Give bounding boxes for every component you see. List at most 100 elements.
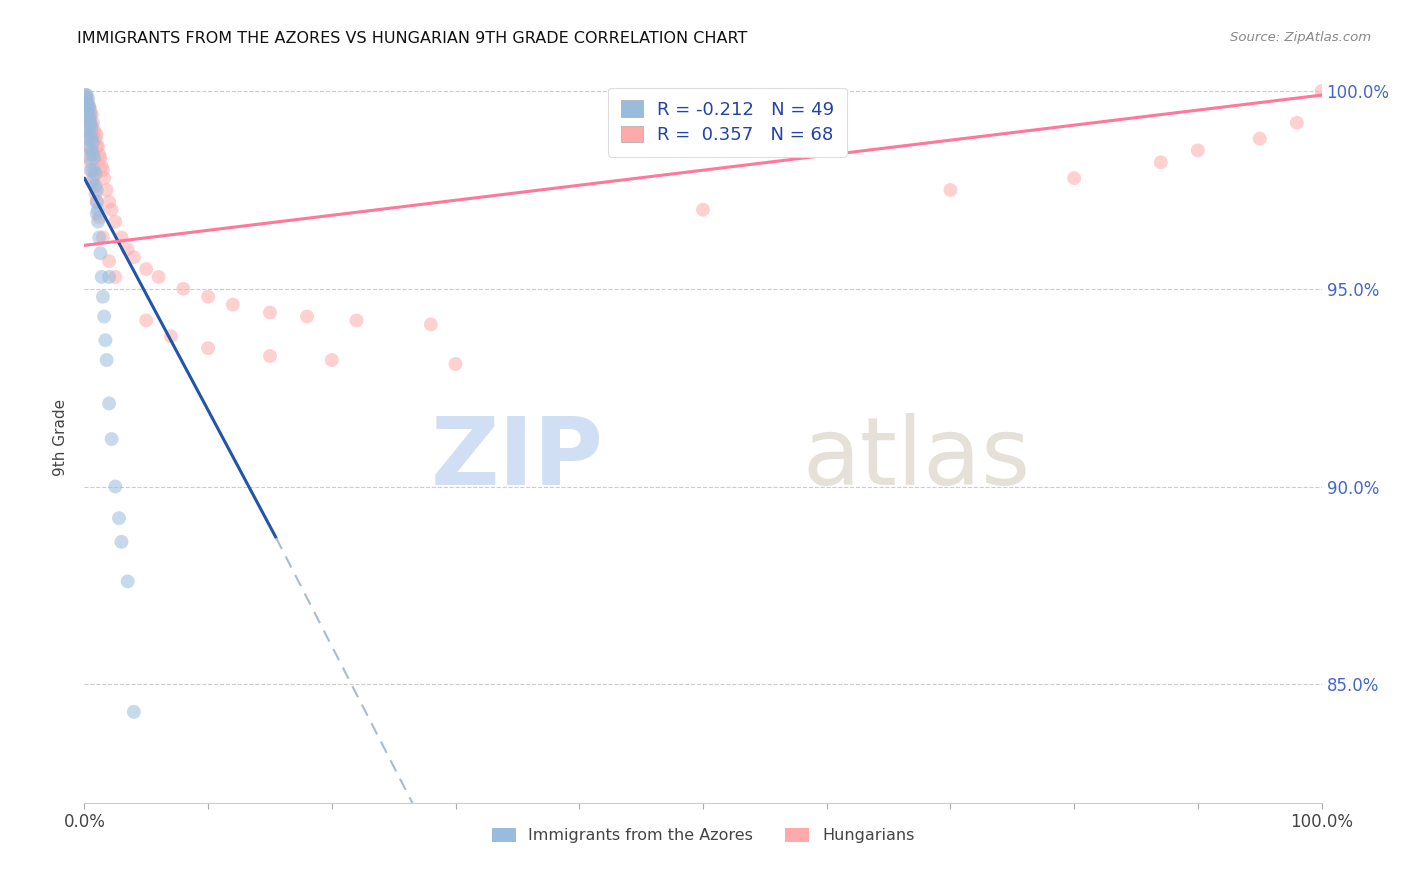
Point <box>259 305 281 319</box>
Point <box>84 131 107 145</box>
Point <box>79 152 101 166</box>
Point <box>82 136 104 150</box>
Point <box>100 202 122 217</box>
Point <box>1249 131 1271 145</box>
Point <box>86 128 108 142</box>
Point <box>89 211 111 225</box>
Point <box>104 479 127 493</box>
Point <box>80 120 103 134</box>
Point <box>79 103 101 118</box>
Point <box>79 112 101 126</box>
Point <box>86 207 108 221</box>
Point <box>93 171 115 186</box>
Point <box>86 194 108 209</box>
Point <box>321 353 343 368</box>
Point <box>87 214 110 228</box>
Point <box>77 139 100 153</box>
Point <box>117 574 139 589</box>
Point <box>76 103 98 118</box>
Point <box>90 269 112 284</box>
Text: atlas: atlas <box>801 413 1031 505</box>
Point <box>444 357 467 371</box>
Point <box>75 95 97 110</box>
Point <box>80 144 103 158</box>
Point <box>83 123 105 137</box>
Point <box>82 128 104 142</box>
Point <box>76 100 98 114</box>
Point <box>87 202 110 217</box>
Point <box>79 128 101 142</box>
Point <box>98 269 121 284</box>
Point <box>86 194 108 209</box>
Point <box>79 120 101 134</box>
Point <box>91 290 114 304</box>
Point <box>1285 116 1308 130</box>
Point <box>84 186 107 201</box>
Point <box>76 131 98 145</box>
Point <box>79 116 101 130</box>
Point <box>84 167 107 181</box>
Point <box>79 112 101 126</box>
Point <box>76 92 98 106</box>
Point <box>77 112 100 126</box>
Point <box>94 333 117 347</box>
Point <box>77 108 100 122</box>
Point <box>89 246 111 260</box>
Point <box>104 269 127 284</box>
Point <box>419 318 441 332</box>
Point <box>939 183 962 197</box>
Point <box>222 298 245 312</box>
Point <box>79 108 101 122</box>
Point <box>86 139 108 153</box>
Point <box>84 179 107 194</box>
Point <box>98 396 121 410</box>
Point <box>91 230 114 244</box>
Point <box>89 230 111 244</box>
Point <box>89 152 111 166</box>
Point <box>77 92 100 106</box>
Point <box>77 100 100 114</box>
Point <box>89 147 111 161</box>
Point <box>86 183 108 197</box>
Point <box>82 171 104 186</box>
Point <box>79 163 101 178</box>
Point <box>172 282 194 296</box>
Point <box>83 179 105 194</box>
Text: ZIP: ZIP <box>432 413 605 505</box>
Text: IMMIGRANTS FROM THE AZORES VS HUNGARIAN 9TH GRADE CORRELATION CHART: IMMIGRANTS FROM THE AZORES VS HUNGARIAN … <box>77 31 748 46</box>
Point <box>692 202 714 217</box>
Point <box>75 123 97 137</box>
Point <box>1150 155 1173 169</box>
Point <box>122 705 145 719</box>
Point <box>122 250 145 264</box>
Point <box>100 432 122 446</box>
Point <box>1310 84 1333 98</box>
Point <box>75 123 97 137</box>
Point <box>79 100 101 114</box>
Point <box>104 214 127 228</box>
Point <box>80 108 103 122</box>
Point <box>295 310 318 324</box>
Point <box>108 511 131 525</box>
Point <box>96 183 118 197</box>
Legend: Immigrants from the Azores, Hungarians: Immigrants from the Azores, Hungarians <box>485 822 921 850</box>
Point <box>93 310 115 324</box>
Point <box>76 131 98 145</box>
Point <box>82 147 104 161</box>
Point <box>76 95 98 110</box>
Point <box>110 230 132 244</box>
Point <box>80 123 103 137</box>
Point <box>197 341 219 355</box>
Text: Source: ZipAtlas.com: Source: ZipAtlas.com <box>1230 31 1371 45</box>
Point <box>1187 144 1209 158</box>
Point <box>160 329 183 343</box>
Point <box>1063 171 1085 186</box>
Point <box>90 159 112 173</box>
Point <box>80 175 103 189</box>
Point <box>98 254 121 268</box>
Point <box>75 88 97 103</box>
Point <box>79 100 101 114</box>
Point <box>76 88 98 103</box>
Point <box>197 290 219 304</box>
Y-axis label: 9th Grade: 9th Grade <box>53 399 69 475</box>
